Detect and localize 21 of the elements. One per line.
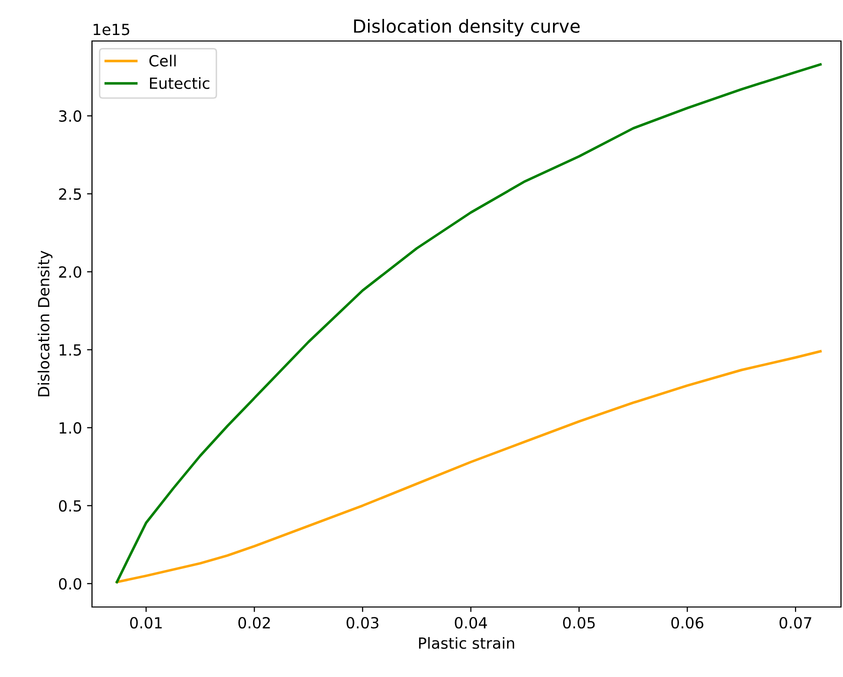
x-tick-label: 0.01 [130,616,162,629]
x-tick-label: 0.03 [346,616,378,629]
x-tick-label: 0.04 [454,616,487,629]
x-tick-label: 0.06 [671,616,704,629]
legend-label: Eutectic [150,77,210,89]
chart-title: Dislocation density curve [354,18,580,36]
y-tick-label: 3.0 [59,110,82,122]
y-tick-label: 0.5 [58,500,81,512]
y-tick-label: 1.5 [60,344,81,356]
y-tick-label: 1.0 [60,422,82,434]
x-tick-label: 0.05 [563,616,595,629]
line-series [116,350,822,584]
x-tick-label: 0.02 [238,616,270,629]
legend-label: Cell [149,54,176,67]
y-tick-label: 2.0 [59,266,82,278]
y-axis-title: Dislocation Density [38,250,52,396]
text: 1e15 [94,24,130,36]
x-axis-title: Plastic strain [419,637,514,649]
x-tick-label: 0.07 [780,616,812,629]
y-tick-label: 0.0 [58,578,82,590]
y-tick-label: 2.5 [59,188,81,200]
